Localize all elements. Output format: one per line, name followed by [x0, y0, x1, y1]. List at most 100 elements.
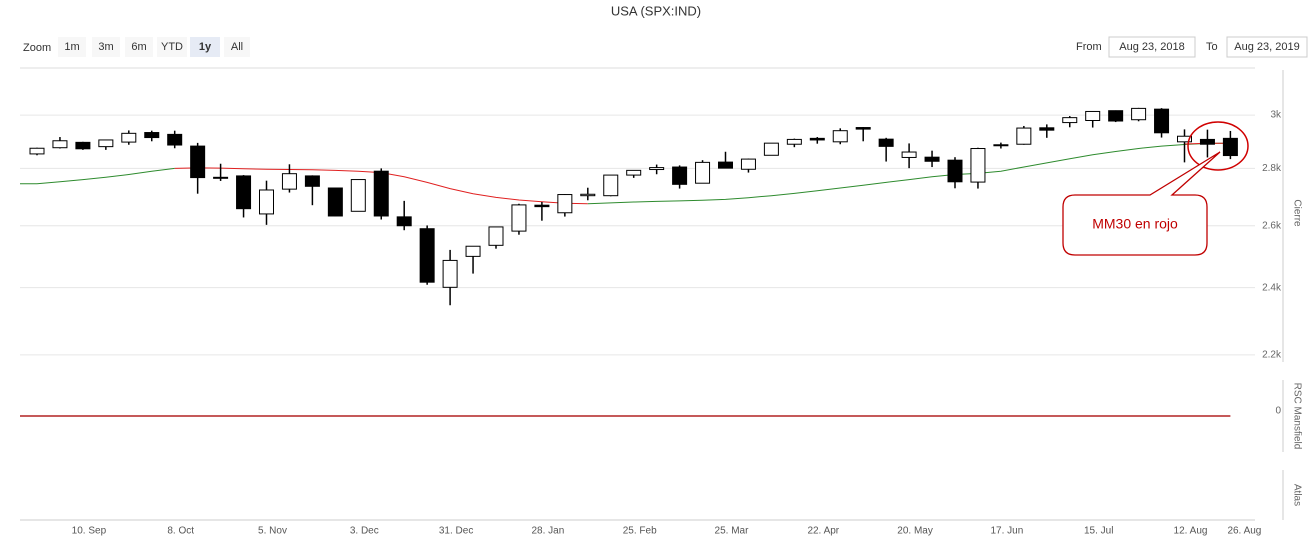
x-tick-label: 20. May — [897, 526, 933, 537]
candle-body — [832, 130, 848, 143]
x-tick-label: 31. Dec — [439, 526, 473, 537]
x-tick-label: 26. Aug — [1227, 526, 1261, 537]
y-tick-label: 0 — [1275, 406, 1281, 417]
candle-body — [672, 166, 688, 185]
candle-body — [1222, 137, 1238, 157]
candle-body — [1177, 135, 1192, 143]
candle-body — [419, 228, 435, 283]
candle-body — [236, 175, 252, 210]
candle-body — [695, 161, 711, 184]
to-date[interactable]: Aug 23, 2019 — [1234, 41, 1299, 53]
zoom-button[interactable] — [125, 37, 153, 57]
y-tick-label: 2.8k — [1262, 163, 1282, 174]
highlight-circle — [1187, 121, 1249, 171]
moving-average — [20, 142, 1231, 205]
x-tick-label: 12. Aug — [1174, 526, 1208, 537]
candle-body — [465, 245, 481, 257]
x-tick-label: 5. Nov — [258, 526, 287, 537]
candle-body — [190, 145, 206, 179]
zoom-button[interactable] — [224, 37, 250, 57]
candle-body — [993, 144, 1009, 147]
y-tick-label: 3k — [1270, 110, 1282, 121]
y-tick-label: 2.2k — [1262, 350, 1282, 361]
candle-body — [167, 133, 183, 146]
zoom-button-label[interactable]: 1m — [64, 41, 79, 53]
candle-body — [350, 179, 366, 212]
candle-body — [580, 193, 596, 197]
zoom-button[interactable] — [190, 37, 220, 57]
candle-body — [534, 204, 550, 208]
x-tick-label: 8. Oct — [167, 526, 194, 537]
candle-body — [75, 141, 91, 150]
chart-title: USA (SPX:IND) — [611, 3, 701, 18]
axis-title: Atlas — [1291, 484, 1302, 506]
candle-body — [213, 176, 229, 179]
x-tick-label: 3. Dec — [350, 526, 379, 537]
candle-body — [1154, 108, 1170, 134]
candle-body — [718, 161, 733, 169]
x-tick-label: 28. Jan — [531, 526, 564, 537]
to-label: To — [1206, 41, 1218, 53]
candle-body — [1062, 117, 1078, 124]
candle-body — [947, 159, 963, 183]
candle-body — [442, 259, 458, 288]
candle-body — [786, 138, 802, 145]
candle-body — [488, 226, 504, 246]
candle-body — [373, 170, 389, 217]
zoom-button-label[interactable]: All — [231, 41, 243, 53]
candle-body — [1131, 107, 1147, 121]
candle-body — [878, 138, 894, 147]
zoom-button-label[interactable]: YTD — [161, 41, 183, 53]
to-input[interactable] — [1226, 36, 1308, 58]
candle-body — [626, 169, 642, 176]
x-tick-label: 10. Sep — [72, 526, 107, 537]
axis-title: RSC Mansfield — [1291, 383, 1302, 450]
candle-body — [649, 167, 665, 171]
candle-body — [901, 151, 917, 158]
candle-body — [557, 194, 573, 214]
from-label: From — [1076, 41, 1102, 53]
candle-body — [144, 132, 160, 139]
from-date[interactable]: Aug 23, 2018 — [1119, 41, 1184, 53]
candle-body — [1016, 127, 1032, 145]
candle-body — [29, 147, 45, 155]
candle-body — [98, 139, 114, 148]
annotation: MM30 en rojo — [1092, 216, 1178, 232]
candle-body — [511, 204, 527, 232]
candle-body — [396, 216, 412, 227]
zoom-button[interactable] — [58, 37, 86, 57]
candle-body — [327, 187, 343, 217]
candle-body — [809, 137, 825, 141]
x-tick-label: 25. Feb — [623, 526, 657, 537]
x-tick-label: 17. Jun — [990, 526, 1023, 537]
candle-body — [304, 175, 320, 187]
callout — [1062, 151, 1221, 256]
x-tick-label: 22. Apr — [807, 526, 839, 537]
candle-body — [1108, 110, 1124, 122]
candle-body — [763, 142, 779, 156]
candle-body — [740, 158, 756, 170]
zoom-button-label[interactable]: 6m — [131, 41, 146, 53]
zoom-button[interactable] — [92, 37, 120, 57]
candle-body — [1039, 127, 1055, 131]
y-tick-label: 2.4k — [1262, 282, 1282, 293]
from-input[interactable] — [1108, 36, 1196, 58]
candle-body — [52, 140, 68, 149]
candle-body — [603, 174, 619, 197]
zoom-label: Zoom — [23, 42, 51, 54]
candle-body — [1085, 110, 1101, 121]
zoom-button-label[interactable]: 3m — [98, 41, 113, 53]
candle-body — [1199, 138, 1215, 145]
y-tick-label: 2.6k — [1262, 220, 1282, 231]
candle-body — [970, 148, 986, 183]
x-tick-label: 15. Jul — [1084, 526, 1113, 537]
candle-body — [924, 156, 940, 162]
zoom-button-label[interactable]: 1y — [199, 41, 212, 53]
candle-body — [121, 132, 137, 143]
axis-title: Cierre — [1291, 199, 1302, 227]
candle-body — [281, 173, 297, 190]
candle-body — [855, 127, 871, 130]
zoom-button[interactable] — [157, 37, 187, 57]
x-tick-label: 25. Mar — [715, 526, 750, 537]
